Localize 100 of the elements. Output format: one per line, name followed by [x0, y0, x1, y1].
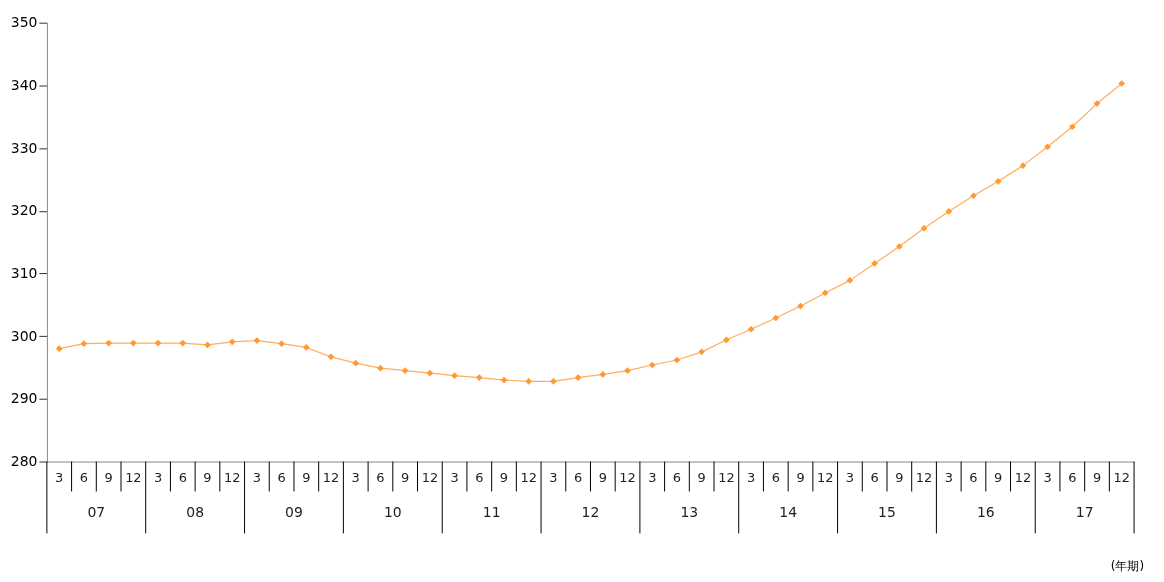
x-tick-label: 3 — [351, 469, 360, 485]
x-tick-label: 6 — [672, 469, 682, 485]
y-tick-label: 350 — [10, 14, 38, 31]
text: (年期) — [1110, 559, 1145, 574]
point — [1068, 123, 1076, 131]
point — [179, 339, 187, 347]
point — [1019, 162, 1027, 169]
x-tick-label: 3 — [450, 469, 459, 485]
point — [130, 339, 137, 347]
y-tick-label: 280 — [10, 453, 38, 470]
point — [821, 289, 829, 297]
x-tick-label: 12 — [322, 469, 340, 485]
x-tick-label: 6 — [277, 469, 286, 485]
y-tick-label: 310 — [10, 264, 38, 281]
x-tick-label: 3 — [944, 469, 953, 485]
x-tick-label: 9 — [401, 469, 410, 485]
text: 12 — [581, 504, 600, 521]
x-tick-label: 6 — [79, 469, 89, 485]
x-tick-label: 9 — [302, 469, 311, 485]
point — [475, 374, 483, 381]
point — [624, 367, 631, 374]
x-tick-label: 3 — [746, 469, 756, 485]
x-tick-label: 3 — [55, 469, 64, 485]
point — [698, 348, 706, 356]
x-tick-label: 6 — [376, 469, 385, 485]
x-tick-label: 9 — [598, 469, 607, 485]
text: 13 — [680, 504, 699, 521]
y-tick-label: 320 — [10, 202, 38, 219]
point — [500, 376, 508, 384]
point — [80, 340, 88, 348]
text: 16 — [976, 504, 995, 521]
y-tick-label: 300 — [10, 327, 38, 344]
text: 15 — [878, 504, 896, 521]
x-tick-label: 12 — [619, 469, 636, 485]
text: 07 — [87, 504, 106, 521]
point — [1044, 143, 1051, 151]
point — [994, 177, 1002, 185]
point — [673, 356, 681, 364]
x-tick-label: 12 — [223, 469, 241, 485]
point — [550, 377, 557, 385]
y-tick-label: 330 — [10, 139, 38, 156]
x-tick-label: 6 — [1068, 469, 1077, 485]
x-tick-label: 9 — [895, 469, 904, 485]
x-tick-label: 3 — [1043, 469, 1052, 485]
x-tick-label: 6 — [574, 469, 583, 485]
point — [105, 339, 112, 347]
x-tick-label: 6 — [178, 469, 187, 485]
point — [896, 243, 903, 250]
point — [352, 359, 360, 367]
point — [228, 338, 236, 346]
point — [426, 369, 434, 377]
point — [871, 260, 878, 267]
text: 08 — [186, 504, 205, 521]
x-tick-label: 12 — [816, 469, 834, 485]
point — [451, 372, 458, 380]
point — [970, 192, 977, 200]
x-tick-label: 9 — [697, 469, 706, 485]
point — [377, 364, 384, 372]
y-tick-label: 340 — [10, 76, 38, 93]
x-tick-label: 12 — [915, 469, 933, 485]
x-tick-label: 9 — [104, 469, 113, 485]
point — [648, 361, 656, 369]
x-tick-label: 6 — [969, 469, 978, 485]
x-tick-label: 12 — [125, 469, 142, 485]
text: 11 — [482, 504, 501, 521]
point — [747, 325, 755, 333]
point — [253, 337, 261, 344]
x-tick-label: 3 — [153, 469, 163, 485]
x-tick-label: 12 — [421, 469, 439, 485]
x-tick-label: 9 — [1092, 469, 1102, 485]
x-tick-label: 9 — [203, 469, 212, 485]
x-tick-label: 12 — [1014, 469, 1032, 485]
x-tick-label: 12 — [520, 469, 537, 485]
text: 17 — [1075, 504, 1094, 521]
point — [278, 340, 285, 348]
x-tick-label: 3 — [252, 469, 262, 485]
x-tick-label: 9 — [796, 469, 805, 485]
x-tick-label: 6 — [870, 469, 879, 485]
point — [920, 224, 928, 232]
x-tick-label: 6 — [475, 469, 484, 485]
x-tick-label: 3 — [549, 469, 558, 485]
point — [723, 336, 730, 344]
x-tick-label: 3 — [648, 469, 657, 485]
x-tick-label: 3 — [845, 469, 855, 485]
point — [154, 339, 162, 347]
x-tick-label: 9 — [499, 469, 509, 485]
point — [945, 208, 953, 215]
point — [525, 377, 533, 385]
point — [55, 345, 63, 353]
text: 14 — [779, 504, 798, 521]
point — [327, 353, 335, 361]
text: 10 — [383, 504, 402, 521]
text: 09 — [285, 504, 303, 521]
point — [401, 367, 409, 374]
x-tick-label: 12 — [1113, 469, 1130, 485]
y-tick-label: 290 — [10, 390, 38, 407]
point — [302, 344, 310, 351]
x-tick-label: 12 — [718, 469, 735, 485]
point — [1118, 80, 1126, 87]
point — [846, 277, 854, 284]
